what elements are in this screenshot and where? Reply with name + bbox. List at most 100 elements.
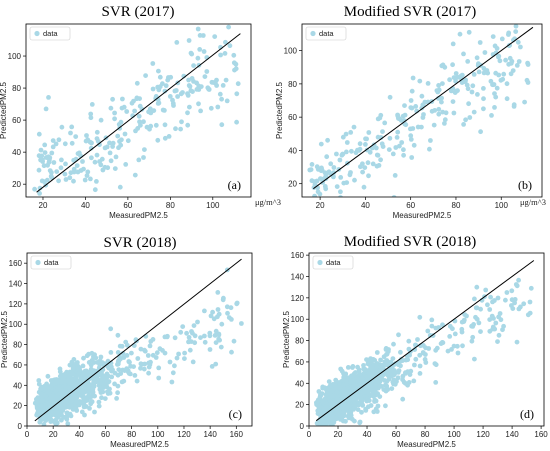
scatter-point bbox=[315, 189, 321, 195]
scatter-point bbox=[90, 390, 95, 396]
scatter-point bbox=[327, 383, 333, 389]
scatter-point bbox=[92, 159, 98, 165]
scatter-point bbox=[214, 77, 219, 83]
scatter-point bbox=[455, 350, 461, 356]
scatter-point bbox=[169, 379, 175, 385]
scatter-point bbox=[337, 385, 343, 391]
scatter-point bbox=[223, 77, 229, 83]
scatter-point bbox=[215, 290, 221, 295]
x-tick-label: 60 bbox=[406, 201, 415, 210]
scatter-point bbox=[229, 349, 234, 355]
scatter-point bbox=[202, 339, 208, 345]
scatter-point bbox=[450, 62, 455, 68]
scatter-point bbox=[68, 413, 74, 419]
y-tick-label: 60 bbox=[295, 358, 304, 367]
scatter-point bbox=[400, 373, 406, 379]
scatter-point bbox=[320, 384, 326, 390]
y-tick-label: 0 bbox=[18, 422, 23, 431]
scatter-point bbox=[35, 400, 40, 405]
scatter-point bbox=[82, 177, 88, 183]
scatter-point bbox=[156, 375, 162, 381]
scatter-point bbox=[187, 104, 192, 110]
scatter-point bbox=[219, 122, 225, 128]
scatter-point bbox=[186, 38, 192, 43]
scatter-point bbox=[197, 47, 203, 52]
scatter-point bbox=[56, 385, 62, 391]
legend-label: data bbox=[326, 258, 341, 267]
scatter-point bbox=[105, 389, 110, 395]
scatter-point bbox=[415, 124, 421, 130]
scatter-point bbox=[69, 359, 75, 365]
scatter-point bbox=[170, 370, 176, 376]
scatter-point bbox=[469, 338, 475, 344]
scatter-point bbox=[397, 143, 402, 149]
scatter-point bbox=[62, 141, 68, 147]
legend-label: data bbox=[319, 29, 334, 38]
scatter-point bbox=[314, 164, 320, 170]
scatter-point bbox=[349, 148, 354, 154]
scatter-point bbox=[450, 99, 456, 104]
scatter-point bbox=[478, 306, 483, 312]
scatter-point bbox=[118, 119, 124, 125]
scatter-point bbox=[457, 31, 463, 37]
scatter-point bbox=[79, 400, 84, 406]
scatter-point bbox=[45, 155, 50, 161]
scatter-point bbox=[460, 343, 465, 349]
scatter-point bbox=[316, 389, 322, 394]
scatter-point bbox=[101, 376, 106, 382]
scatter-point bbox=[503, 57, 508, 63]
scatter-point bbox=[83, 138, 89, 144]
scatter-point bbox=[76, 392, 81, 398]
chart-title: Modified SVR (2017) bbox=[344, 4, 477, 20]
scatter-point bbox=[179, 119, 184, 125]
scatter-point bbox=[156, 365, 162, 371]
scatter-point bbox=[391, 377, 397, 383]
scatter-point bbox=[403, 357, 409, 363]
scatter-point bbox=[373, 145, 379, 151]
scatter-point bbox=[69, 370, 74, 375]
scatter-point bbox=[138, 122, 143, 128]
scatter-point bbox=[74, 382, 80, 388]
y-axis-label: PredictedPM2.5 bbox=[0, 81, 8, 138]
scatter-point bbox=[374, 350, 380, 355]
scatter-point bbox=[356, 368, 362, 374]
x-tick-label: 60 bbox=[101, 430, 110, 439]
scatter-point bbox=[184, 330, 190, 336]
scatter-point bbox=[134, 378, 140, 384]
scatter-point bbox=[326, 417, 332, 423]
scatter-point bbox=[136, 157, 142, 163]
scatter-point bbox=[334, 389, 340, 395]
scatter-point bbox=[338, 366, 344, 372]
x-tick-label: 40 bbox=[361, 201, 370, 210]
scatter-point bbox=[88, 111, 94, 117]
scatter-point bbox=[74, 163, 80, 169]
scatter-point bbox=[376, 163, 382, 168]
scatter-point bbox=[191, 63, 197, 68]
scatter-point bbox=[490, 34, 496, 39]
scatter-point bbox=[481, 106, 486, 112]
scatter-point bbox=[364, 398, 370, 404]
scatter-point bbox=[354, 393, 360, 399]
scatter-point bbox=[497, 58, 503, 64]
y-tick-label: 40 bbox=[12, 148, 21, 157]
scatter-point bbox=[392, 173, 398, 178]
scatter-point bbox=[207, 330, 213, 336]
scatter-point bbox=[134, 80, 140, 86]
scatter-point bbox=[82, 412, 87, 418]
scatter-point bbox=[74, 388, 80, 394]
scatter-point bbox=[89, 102, 95, 107]
scatter-point bbox=[185, 110, 190, 116]
scatter-point bbox=[57, 366, 63, 372]
x-tick-label: 40 bbox=[75, 430, 84, 439]
scatter-point bbox=[224, 98, 230, 104]
scatter-point bbox=[387, 135, 393, 141]
scatter-point bbox=[48, 173, 54, 179]
scatter-point bbox=[496, 53, 502, 59]
scatter-point bbox=[41, 163, 47, 169]
x-tick-label: 20 bbox=[334, 430, 343, 439]
scatter-point bbox=[170, 97, 175, 103]
scatter-point bbox=[324, 154, 330, 160]
scatter-point bbox=[36, 131, 42, 137]
scatter-point bbox=[386, 147, 392, 153]
scatter-point bbox=[474, 55, 480, 61]
